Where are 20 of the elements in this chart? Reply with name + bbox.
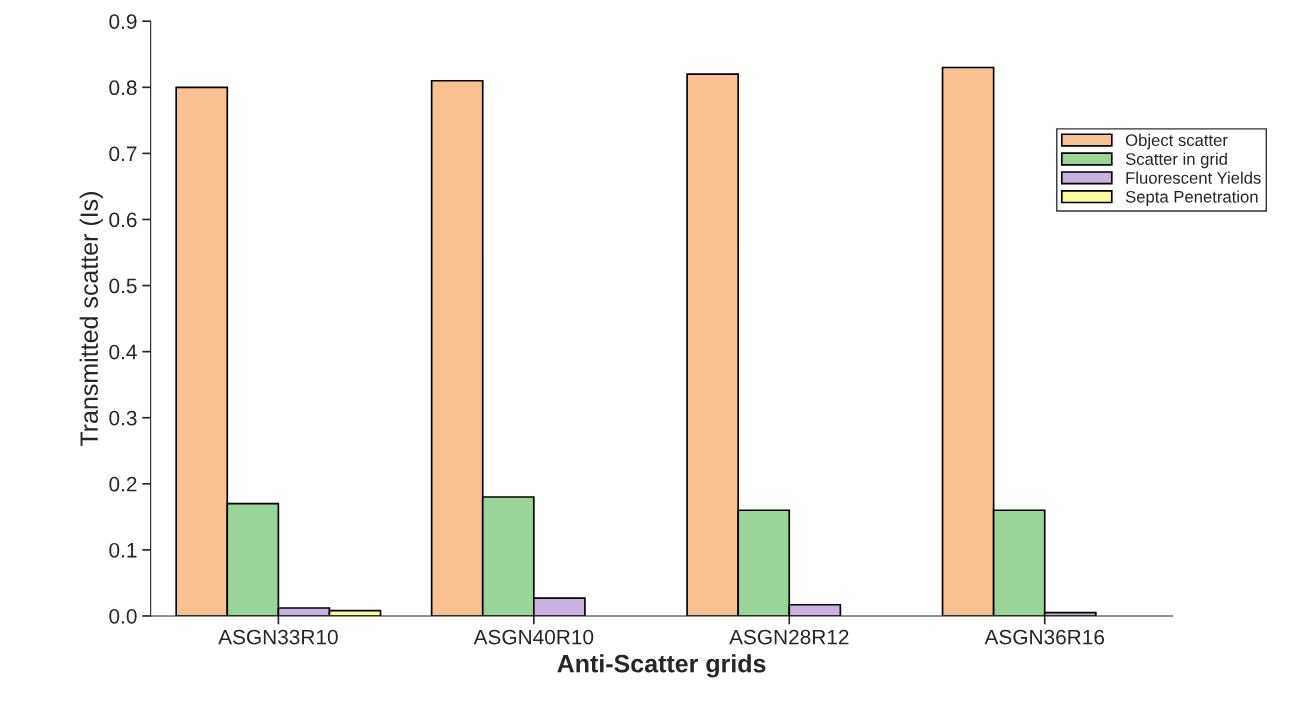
x-axis-title: Anti-Scatter grids [557,654,766,678]
x-tick-label: ASGN36R16 [984,629,1105,645]
y-tick-label: 0.7 [109,146,137,162]
x-tick-label: ASGN28R12 [729,629,849,645]
legend-label: Scatter in grid [1125,152,1227,169]
y-tick-label: 0.6 [109,212,137,228]
y-tick-label: 0.3 [109,410,137,426]
legend-label: Object scatter [1125,133,1228,150]
y-tick-label: 0.5 [109,278,137,294]
y-tick-label: 0.1 [109,542,137,558]
legend-label: Fluorescent Yields [1126,171,1261,184]
y-tick-label: 0.2 [109,476,137,492]
y-tick-label: 0.8 [109,80,137,96]
x-tick-label: ASGN33R10 [218,629,338,645]
legend-label: Septa Penetration [1125,190,1258,206]
y-tick-label: 0.9 [109,14,137,29]
y-axis-title: Transmitted scatter (Is) [79,192,103,447]
y-tick-label: 0.4 [109,344,137,360]
x-tick-label: ASGN40R10 [473,629,594,645]
y-tick-label: 0.0 [109,608,137,624]
